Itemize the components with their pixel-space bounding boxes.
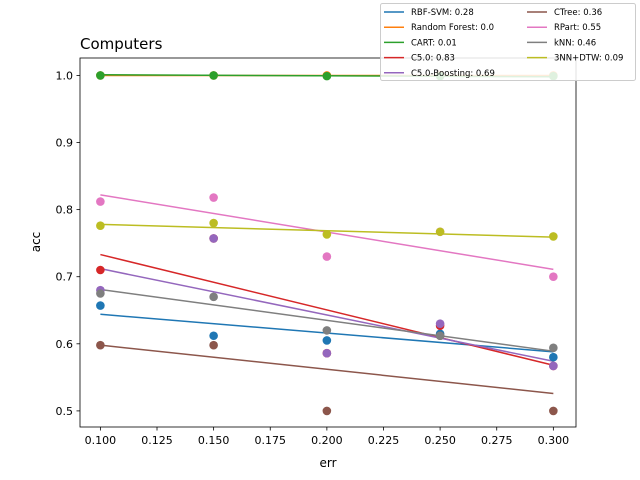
data-point <box>322 406 332 416</box>
data-point <box>435 227 445 237</box>
data-point <box>549 406 558 416</box>
data-point <box>209 340 218 350</box>
x-tick-label: 0.150 <box>198 434 230 447</box>
data-point <box>96 340 105 350</box>
x-tick-label: 0.200 <box>311 434 343 447</box>
y-axis-ticks: 0.5 0.6 0.7 0.8 0.9 1.0 <box>56 69 80 418</box>
legend-label: CTree: 0.36 <box>554 8 602 18</box>
legend-label: 3NN+DTW: 0.09 <box>554 54 623 64</box>
x-tick-label: 0.100 <box>85 434 117 447</box>
data-point <box>549 232 558 241</box>
data-point <box>549 352 558 362</box>
data-point <box>209 234 218 243</box>
x-axis-ticks: 0.100 0.125 0.150 0.175 0.200 0.225 0.250 0.275… <box>85 427 569 447</box>
data-point <box>209 218 218 228</box>
data-point <box>96 71 105 80</box>
y-tick-label: 0.5 <box>56 405 74 418</box>
legend-label: C5.0-Boosting: 0.69 <box>411 69 495 79</box>
data-point <box>549 361 558 371</box>
fit-line <box>100 267 554 362</box>
x-axis-label: err <box>319 456 336 470</box>
legend-label: Random Forest: 0.0 <box>411 23 494 33</box>
legend-label: RPart: 0.55 <box>554 23 601 33</box>
data-point <box>209 193 218 202</box>
legend-label: kNN: 0.46 <box>554 38 596 48</box>
x-tick-label: 0.175 <box>254 434 286 447</box>
data-point <box>322 336 332 345</box>
x-tick-label: 0.275 <box>481 434 513 447</box>
data-point <box>96 197 105 206</box>
fit-line <box>100 288 554 352</box>
data-point <box>209 331 218 341</box>
axes-frame <box>79 57 577 428</box>
legend-label: C5.0: 0.83 <box>411 54 455 64</box>
legend-items: RBF-SVM: 0.28 Random Forest: 0.0 CART: 0.0… <box>384 8 623 79</box>
data-point <box>322 230 332 239</box>
data-points <box>96 71 558 416</box>
fit-line <box>100 344 554 395</box>
data-point <box>322 348 332 358</box>
y-tick-label: 1.0 <box>56 69 74 82</box>
legend-label: RBF-SVM: 0.28 <box>411 8 474 18</box>
chart-title: Computers <box>80 35 163 53</box>
data-point <box>96 265 105 275</box>
y-axis-label: acc <box>29 232 43 253</box>
data-point <box>96 301 105 310</box>
x-tick-label: 0.300 <box>538 434 570 447</box>
x-tick-label: 0.225 <box>368 434 400 447</box>
legend-frame <box>380 3 636 81</box>
data-point <box>96 221 105 231</box>
data-point <box>96 289 105 298</box>
data-point <box>322 71 332 81</box>
x-tick-label: 0.125 <box>141 434 173 447</box>
y-tick-label: 0.8 <box>56 204 74 217</box>
y-tick-label: 0.6 <box>56 338 74 351</box>
x-tick-label: 0.250 <box>424 434 456 447</box>
data-point <box>435 331 445 341</box>
data-point <box>322 326 332 335</box>
data-point <box>435 319 445 328</box>
legend-label: CART: 0.01 <box>411 38 457 48</box>
data-point <box>549 272 558 282</box>
data-point <box>322 252 332 261</box>
data-point <box>209 71 218 80</box>
y-tick-label: 0.9 <box>56 137 74 150</box>
data-point <box>549 343 558 353</box>
y-tick-label: 0.7 <box>56 271 74 284</box>
fit-line <box>100 253 554 367</box>
data-point <box>209 292 218 302</box>
legend: RBF-SVM: 0.28 Random Forest: 0.0 CART: 0.0… <box>380 3 636 81</box>
